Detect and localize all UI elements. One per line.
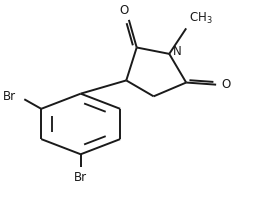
Text: O: O: [221, 78, 231, 91]
Text: O: O: [119, 4, 128, 17]
Text: CH$_3$: CH$_3$: [189, 11, 213, 26]
Text: Br: Br: [3, 90, 16, 103]
Text: N: N: [173, 45, 182, 58]
Text: Br: Br: [74, 171, 87, 184]
